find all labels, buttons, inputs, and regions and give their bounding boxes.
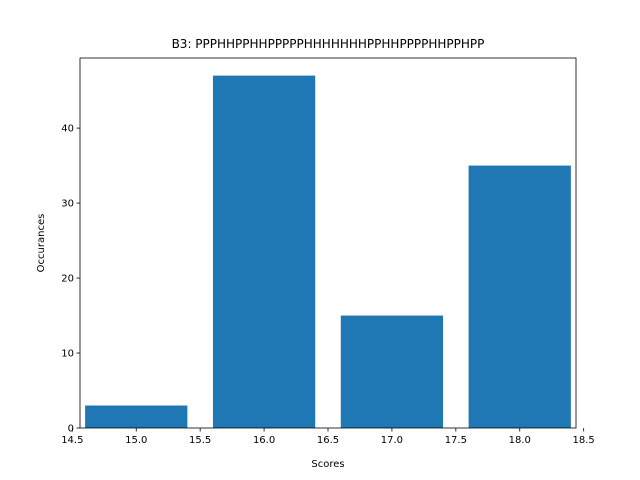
chart-title: B3: PPPHHPPHHPPPPPHHHHHHHPPHHPPPPHHPPHPP [172, 37, 485, 51]
bars-group [85, 75, 571, 428]
y-tick-label: 10 [61, 349, 74, 360]
x-tick-label: 17.5 [445, 435, 467, 446]
y-tick-label: 40 [61, 124, 74, 135]
x-tick-label: 16.0 [253, 435, 275, 446]
x-axis-label: Scores [311, 459, 344, 470]
bar-2 [340, 315, 444, 428]
y-tick-label: 0 [68, 424, 74, 435]
bar-3 [468, 165, 571, 428]
bar-1 [212, 75, 316, 428]
x-axis-ticks: 14.5 15.0 15.5 16.0 16.5 17.0 17.5 18.0 18.5 [61, 428, 595, 446]
x-tick-label: 18.0 [509, 435, 531, 446]
x-tick-label: 14.5 [61, 435, 83, 446]
bar-0 [85, 405, 188, 428]
y-tick-label: 30 [61, 199, 74, 210]
x-tick-label: 15.0 [125, 435, 147, 446]
x-tick-label: 15.5 [189, 435, 211, 446]
y-tick-label: 20 [61, 274, 74, 285]
y-axis-label: Occurances [36, 214, 47, 273]
x-tick-label: 18.5 [573, 435, 595, 446]
x-tick-label: 17.0 [381, 435, 403, 446]
plot-area-frame [79, 57, 577, 429]
y-axis-ticks: 0 10 20 30 40 [61, 124, 80, 435]
x-tick-label: 16.5 [317, 435, 339, 446]
